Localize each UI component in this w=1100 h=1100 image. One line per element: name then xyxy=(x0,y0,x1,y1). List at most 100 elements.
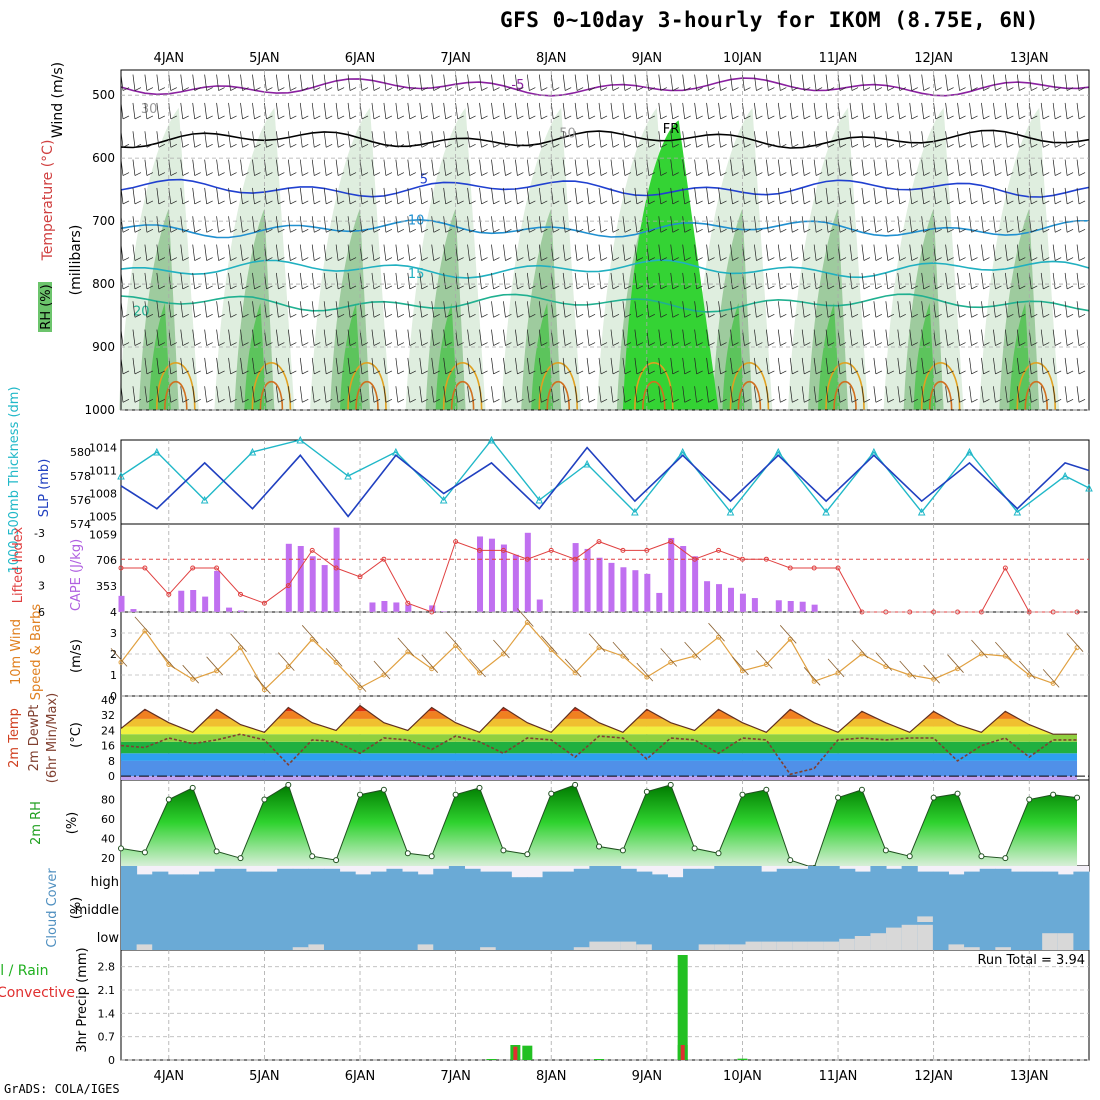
wind-barb xyxy=(765,74,769,91)
wind-barb xyxy=(479,216,482,233)
wind-barb xyxy=(216,386,219,403)
wind-barb xyxy=(983,200,990,205)
wind-barb xyxy=(682,272,686,289)
wind-barb xyxy=(553,200,560,205)
wind-barb xyxy=(228,244,231,261)
wind-barb xyxy=(302,143,309,148)
wind-barb xyxy=(696,342,703,346)
wind-barb xyxy=(395,131,399,148)
wind-barb xyxy=(981,244,984,261)
wind-barb xyxy=(804,285,811,290)
wind-barb xyxy=(720,370,727,375)
wind-barb xyxy=(792,143,799,148)
thickness-tick: 580 xyxy=(70,446,91,459)
temp-contour xyxy=(928,380,953,411)
wind-barb xyxy=(598,386,602,403)
wind-barb xyxy=(216,159,219,176)
wind-barb xyxy=(861,159,865,176)
wind-tick: 4 xyxy=(110,606,117,619)
cloud-bar xyxy=(1010,894,1028,922)
wind-barb xyxy=(610,159,614,176)
cloud-bar xyxy=(511,877,528,894)
cape-bar xyxy=(596,557,603,612)
wind-barb xyxy=(815,370,823,375)
wind-barb xyxy=(326,257,333,261)
wind-barb xyxy=(598,187,602,204)
rh-point xyxy=(858,786,865,793)
wind-barb xyxy=(553,398,560,403)
cloud-bar xyxy=(433,894,450,922)
wind-barb xyxy=(156,301,160,318)
rh-point xyxy=(118,845,124,852)
wind-barb xyxy=(969,131,972,148)
cloud-bar xyxy=(245,922,263,950)
cloud-bar xyxy=(402,894,419,922)
wind-barb xyxy=(1007,115,1014,120)
cloud-bar xyxy=(792,894,809,922)
wind-barb xyxy=(768,370,775,375)
wind-barb xyxy=(134,398,142,403)
cape-bar xyxy=(488,538,495,612)
li-point xyxy=(285,583,291,589)
wind-barb xyxy=(206,115,213,120)
wind-barb xyxy=(658,102,662,119)
cloud-bar xyxy=(245,894,263,922)
wind-barb xyxy=(825,216,829,233)
wind-barb xyxy=(385,313,393,318)
wind-barb xyxy=(827,658,845,678)
wind-barb xyxy=(897,272,901,289)
wind-barb xyxy=(911,370,918,375)
wind-barb xyxy=(670,159,674,176)
wind-barb xyxy=(863,285,871,290)
wind-barb xyxy=(347,102,351,119)
wind-barb xyxy=(899,228,906,233)
wind-barb xyxy=(134,616,152,636)
wind-barb xyxy=(600,115,608,120)
wind-barb xyxy=(550,74,554,91)
wind-barb xyxy=(182,228,189,233)
wind-barb xyxy=(538,329,542,346)
wind-barb xyxy=(457,342,464,346)
rh-point xyxy=(237,855,244,862)
wind-barb xyxy=(586,301,590,318)
wind-barb xyxy=(622,159,626,176)
wind-barb xyxy=(541,257,548,261)
wind-barb xyxy=(1040,187,1044,204)
wind-barb xyxy=(302,342,309,346)
wind-barb xyxy=(383,74,387,91)
wind-barb xyxy=(278,652,295,671)
wind-barb xyxy=(1040,386,1044,403)
wind-barb xyxy=(371,216,375,233)
wind-barb xyxy=(1007,87,1014,91)
wind-barb xyxy=(815,143,823,148)
wind-barb xyxy=(981,301,984,318)
wind-barb xyxy=(469,370,476,375)
wind-barb xyxy=(323,74,327,91)
wind-barb xyxy=(935,370,942,375)
wind-barb xyxy=(765,301,769,318)
cape-bar xyxy=(751,598,758,612)
wind-barb xyxy=(134,143,142,148)
wind-barb xyxy=(383,272,387,289)
wind-barb xyxy=(732,656,749,676)
pressure-tick: 700 xyxy=(92,214,115,228)
wind-barb xyxy=(323,159,327,176)
wind-barb xyxy=(612,115,620,120)
temp-contour xyxy=(120,218,1089,239)
wind-barb xyxy=(526,386,530,403)
wind-barb xyxy=(732,87,739,91)
wind-barb xyxy=(634,216,638,233)
wind-barb xyxy=(622,187,626,204)
wind-barb xyxy=(777,357,781,374)
wind-barb xyxy=(156,159,160,176)
wind-barb xyxy=(1007,370,1014,375)
wind-barb xyxy=(216,272,219,289)
wind-barb xyxy=(720,313,727,318)
wind-barb xyxy=(672,200,679,205)
wind-barb xyxy=(252,74,255,91)
wind-barb xyxy=(730,301,733,318)
wind-barb xyxy=(825,159,829,176)
wind-barb xyxy=(180,357,184,374)
wind-barb xyxy=(574,329,578,346)
wind-barb xyxy=(792,313,799,318)
